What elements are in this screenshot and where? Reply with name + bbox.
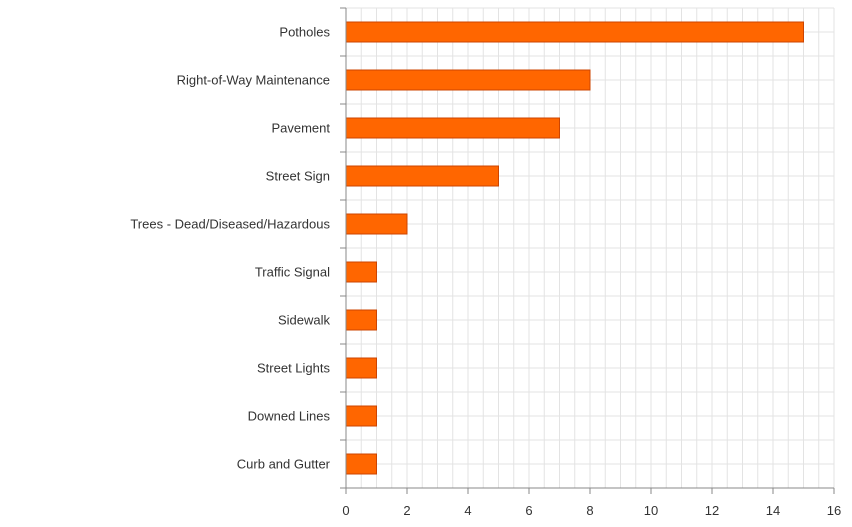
x-tick-label: 12 bbox=[705, 503, 719, 518]
x-tick-label: 10 bbox=[644, 503, 658, 518]
category-label: Right-of-Way Maintenance bbox=[177, 73, 330, 88]
x-tick-label: 14 bbox=[766, 503, 780, 518]
bar bbox=[345, 21, 804, 43]
x-tick-labels: 0 2 4 6 8 10 12 14 16 bbox=[342, 503, 841, 518]
bar bbox=[345, 117, 560, 139]
category-label: Trees - Dead/Diseased/Hazardous bbox=[130, 217, 330, 232]
x-tick-label: 4 bbox=[464, 503, 471, 518]
category-label: Curb and Gutter bbox=[237, 457, 331, 472]
bar bbox=[345, 357, 377, 379]
x-tick-label: 8 bbox=[586, 503, 593, 518]
bar bbox=[345, 405, 377, 427]
category-labels: Potholes Right-of-Way Maintenance Pavement… bbox=[130, 25, 330, 472]
bars bbox=[345, 21, 804, 475]
x-tick-label: 2 bbox=[403, 503, 410, 518]
bar bbox=[345, 453, 377, 475]
category-label: Pavement bbox=[271, 121, 330, 136]
bar bbox=[345, 309, 377, 331]
x-tick-label: 6 bbox=[525, 503, 532, 518]
x-tick-label: 16 bbox=[827, 503, 841, 518]
category-label: Sidewalk bbox=[278, 313, 331, 328]
bar bbox=[345, 69, 591, 91]
category-label: Potholes bbox=[279, 25, 330, 40]
category-label: Street Lights bbox=[257, 361, 330, 376]
x-tick-label: 0 bbox=[342, 503, 349, 518]
category-label: Street Sign bbox=[266, 169, 330, 184]
category-label: Traffic Signal bbox=[255, 265, 330, 280]
bar bbox=[345, 165, 499, 187]
bar bbox=[345, 213, 408, 235]
bar bbox=[345, 261, 377, 283]
category-label: Downed Lines bbox=[248, 409, 331, 424]
axes bbox=[340, 7, 835, 494]
